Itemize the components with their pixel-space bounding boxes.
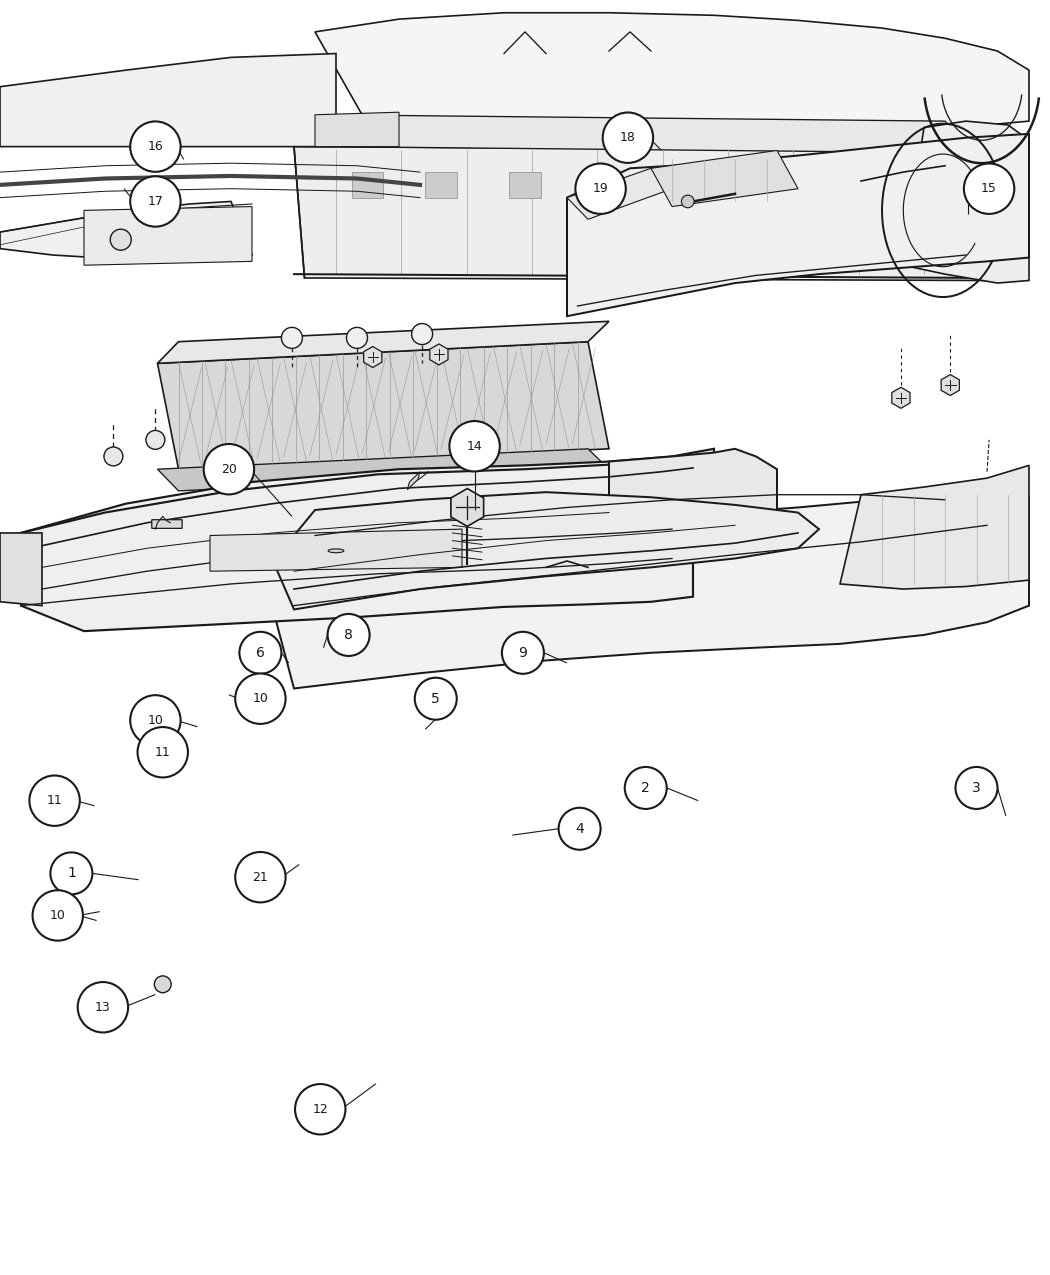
Text: 10: 10 [49, 909, 66, 922]
Text: 18: 18 [620, 131, 636, 144]
Polygon shape [941, 375, 960, 395]
Text: 10: 10 [147, 714, 164, 727]
Polygon shape [903, 121, 1029, 283]
Text: 13: 13 [96, 1001, 111, 1014]
Circle shape [295, 1084, 345, 1135]
Polygon shape [651, 150, 798, 207]
Circle shape [559, 808, 601, 849]
Circle shape [50, 853, 92, 894]
Polygon shape [567, 134, 1029, 316]
Circle shape [625, 768, 667, 808]
Circle shape [29, 775, 80, 826]
Circle shape [956, 768, 997, 808]
Polygon shape [891, 388, 910, 408]
Text: 6: 6 [256, 646, 265, 659]
Circle shape [235, 852, 286, 903]
Text: 15: 15 [981, 182, 998, 195]
Text: 16: 16 [147, 140, 164, 153]
Polygon shape [840, 465, 1029, 589]
Polygon shape [740, 172, 772, 198]
Polygon shape [0, 54, 336, 147]
Polygon shape [450, 488, 484, 527]
Polygon shape [273, 495, 1029, 688]
Text: 4: 4 [575, 822, 584, 835]
Polygon shape [425, 172, 457, 198]
Polygon shape [21, 449, 714, 564]
Polygon shape [824, 172, 856, 198]
Polygon shape [407, 472, 420, 490]
FancyBboxPatch shape [152, 520, 182, 528]
Text: 12: 12 [313, 1103, 328, 1116]
Circle shape [235, 673, 286, 724]
Circle shape [146, 431, 165, 449]
Polygon shape [429, 344, 448, 365]
Circle shape [964, 163, 1014, 214]
Circle shape [130, 176, 181, 227]
Circle shape [33, 890, 83, 941]
Text: 11: 11 [46, 794, 63, 807]
Circle shape [449, 421, 500, 472]
Polygon shape [667, 172, 698, 198]
Polygon shape [0, 201, 252, 261]
Polygon shape [158, 342, 609, 469]
Polygon shape [158, 449, 609, 491]
Text: 8: 8 [344, 629, 353, 641]
Text: 3: 3 [972, 782, 981, 794]
Polygon shape [593, 172, 625, 198]
Circle shape [346, 328, 367, 348]
Text: 5: 5 [432, 692, 440, 705]
Circle shape [575, 163, 626, 214]
Text: 19: 19 [592, 182, 608, 195]
Polygon shape [509, 172, 541, 198]
Ellipse shape [328, 548, 344, 553]
Polygon shape [315, 112, 399, 147]
Circle shape [603, 112, 653, 163]
Text: 11: 11 [155, 746, 170, 759]
Polygon shape [158, 321, 609, 363]
Text: 10: 10 [252, 692, 269, 705]
Circle shape [138, 727, 188, 778]
Text: 14: 14 [466, 440, 483, 453]
Circle shape [328, 615, 370, 655]
Circle shape [412, 324, 433, 344]
Circle shape [110, 230, 131, 250]
Circle shape [130, 695, 181, 746]
Circle shape [415, 678, 457, 719]
Polygon shape [294, 147, 987, 280]
Circle shape [281, 328, 302, 348]
Text: 9: 9 [519, 646, 527, 659]
Polygon shape [567, 168, 672, 219]
Circle shape [239, 632, 281, 673]
Circle shape [130, 121, 181, 172]
Text: 17: 17 [147, 195, 164, 208]
Text: 1: 1 [67, 867, 76, 880]
Circle shape [204, 444, 254, 495]
Text: 20: 20 [220, 463, 237, 476]
Circle shape [154, 975, 171, 993]
Polygon shape [273, 492, 819, 609]
Polygon shape [315, 13, 1029, 147]
Polygon shape [363, 347, 382, 367]
Polygon shape [0, 533, 42, 606]
Circle shape [78, 982, 128, 1033]
Circle shape [681, 195, 694, 208]
Polygon shape [210, 529, 462, 571]
Circle shape [502, 632, 544, 673]
Polygon shape [352, 172, 383, 198]
Polygon shape [326, 115, 977, 153]
Polygon shape [84, 207, 252, 265]
Text: 2: 2 [642, 782, 650, 794]
Text: 21: 21 [252, 871, 269, 884]
Polygon shape [21, 456, 693, 631]
Polygon shape [609, 449, 777, 523]
Circle shape [104, 448, 123, 465]
